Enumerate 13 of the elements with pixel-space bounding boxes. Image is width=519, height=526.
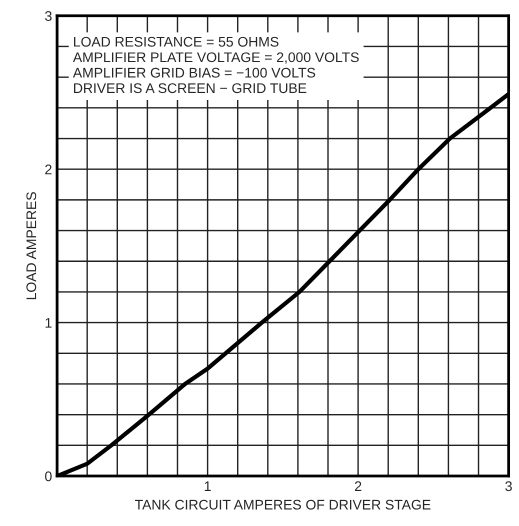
y-tick-label: 3 — [45, 11, 52, 21]
annotation: LOAD RESISTANCE = 55 OHMS — [74, 36, 278, 47]
annotation: AMPLIFIER GRID BIAS = −100 VOLTS — [72, 68, 316, 78]
x-tick-label: 2 — [354, 481, 362, 491]
x-tick-label: 1 — [204, 481, 211, 491]
y-tick-label: 1 — [46, 318, 52, 328]
annotation: AMPLIFIER PLATE VOLTAGE = 2,000 VOLTS — [72, 52, 359, 64]
y-tick-label: 2 — [45, 164, 52, 174]
x-axis-title: TANK CIRCUIT AMPERES OF DRIVER STAGE — [134, 500, 430, 510]
y-tick-label: 0 — [45, 471, 52, 482]
annotation: DRIVER IS A SCREEN − GRID TUBE — [74, 83, 306, 94]
y-axis-title: LOAD AMPERES — [26, 192, 36, 300]
x-tick-label: 3 — [505, 481, 512, 492]
